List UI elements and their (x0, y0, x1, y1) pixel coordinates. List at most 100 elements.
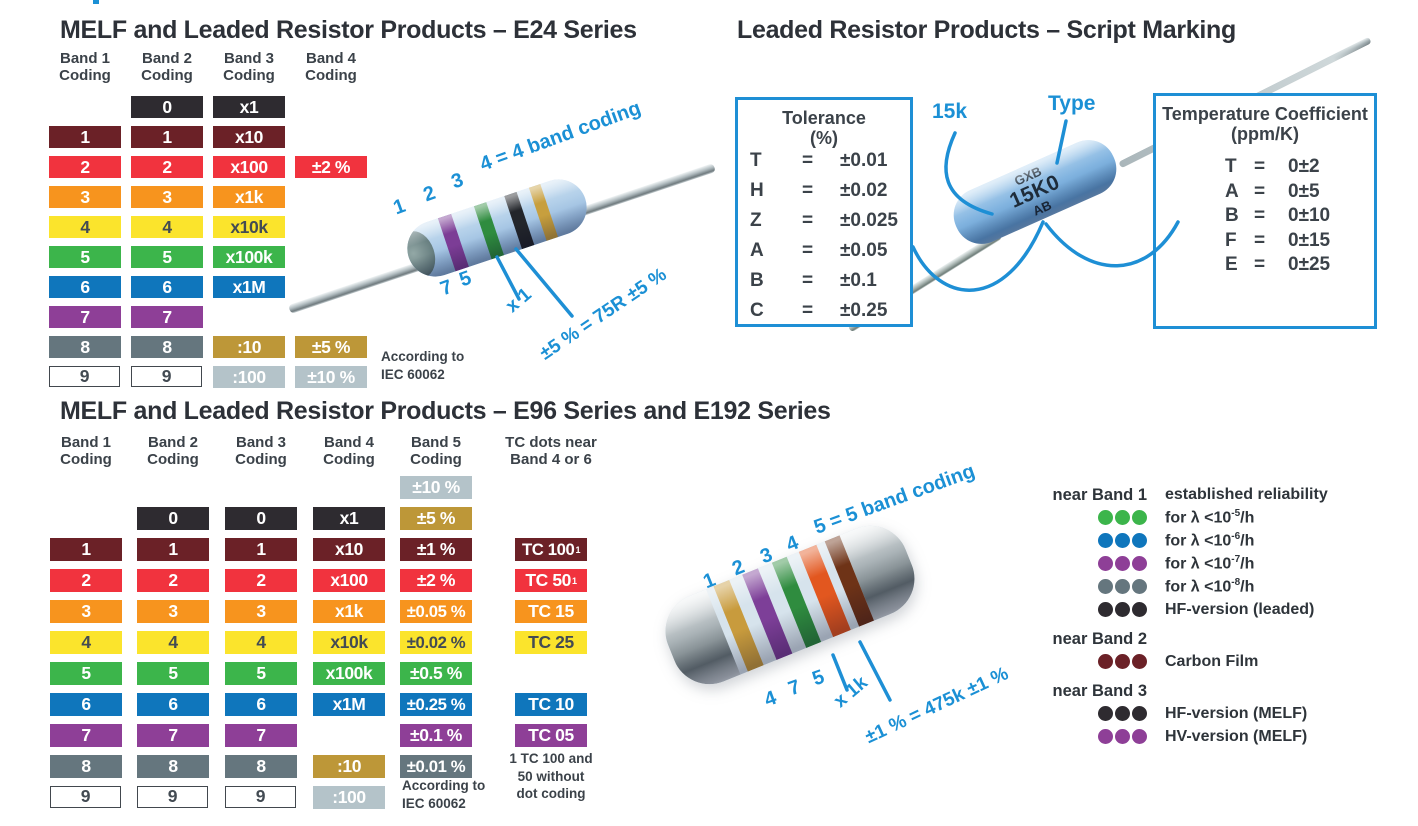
equals-sign: = (802, 240, 814, 261)
band-cell: 2 (137, 569, 209, 592)
band-cell: ±0.02 % (400, 631, 472, 654)
purple-dot (1132, 556, 1147, 571)
purple-dot (1098, 556, 1113, 571)
legend-item-label: for λ <10-6/h (1165, 530, 1255, 550)
band-cell: 1 (137, 538, 209, 561)
black-dot (1098, 706, 1113, 721)
code-letter: C (750, 300, 764, 321)
band-cell: 0 (131, 96, 203, 118)
blue-dot (1115, 533, 1130, 548)
brown-dot (1115, 654, 1130, 669)
e96-digit7-label: 7 (785, 675, 804, 701)
equals-sign: = (1254, 229, 1266, 251)
slate-dot (1132, 579, 1147, 594)
tempco-rows: T = 0±2 A = 0±5 B = 0±10 F = 0±15 E = 0±25 (1225, 156, 1330, 279)
band-cell: x100 (313, 569, 385, 592)
e24-iec-note: According to IEC 60062 (381, 349, 465, 382)
e96-section-title: MELF and Leaded Resistor Products – E96 … (60, 397, 831, 425)
band-cell: 8 (131, 336, 203, 358)
equals-sign: = (802, 270, 814, 291)
code-value: 0±15 (1288, 229, 1331, 251)
band-cell: 6 (49, 276, 121, 298)
band-cell: 3 (50, 600, 122, 623)
black-dot (1132, 602, 1147, 617)
code-row: A = ±0.05 (750, 240, 898, 270)
band-cell: ±5 % (400, 507, 472, 530)
band-cell: 7 (225, 724, 297, 747)
brown-dot (1132, 654, 1147, 669)
e96-result-label: ±1 % = 475k ±1 % (862, 663, 1012, 749)
band-cell: ±1 % (400, 538, 472, 561)
band-cell: ±0.1 % (400, 724, 472, 747)
column-header: Band 3 Coding (235, 434, 287, 469)
band-cell: 1 (131, 126, 203, 148)
band-cell: ±0.01 % (400, 755, 472, 778)
legend-item: HF-version (MELF) (1050, 702, 1410, 725)
tempco-box: Temperature Coefficient (ppm/K) T = 0±2 A = 0… (1153, 93, 1377, 329)
black-dot (1115, 706, 1130, 721)
code-value: 0±25 (1288, 254, 1331, 275)
band-cell: x10k (313, 631, 385, 654)
legend-item-label: for λ <10-7/h (1165, 553, 1255, 573)
code-letter: A (1225, 180, 1239, 202)
e24-section-title: MELF and Leaded Resistor Products – E24 … (60, 16, 637, 44)
tolerance-box-unit: (%) (810, 128, 838, 148)
code-row: C = ±0.25 (750, 300, 898, 330)
column-header: Band 4 Coding (323, 434, 375, 469)
band-cell: :10 (213, 336, 285, 358)
band-cell: x10 (313, 538, 385, 561)
e96-band2-number: 2 (729, 555, 748, 581)
band-cell: 1 (49, 126, 121, 148)
legend-item: HF-version (leaded) (1050, 598, 1410, 621)
band-cell: ±10 % (400, 476, 472, 499)
band-cell: 2 (131, 156, 203, 178)
e96-band4-number: 4 (783, 531, 802, 557)
legend-item: for λ <10-6/h (1050, 529, 1410, 552)
value-callout-label: 15k (932, 100, 968, 123)
code-letter: B (750, 270, 764, 291)
code-row: T = 0±2 (1225, 156, 1330, 181)
band-cell: 4 (225, 631, 297, 654)
band-cell: ±10 % (295, 366, 367, 388)
equals-sign: = (802, 180, 814, 201)
band-cell: 8 (50, 755, 122, 778)
band-cell: 1 (225, 538, 297, 561)
band-cell: 5 (225, 662, 297, 685)
code-letter: H (750, 180, 764, 201)
band-cell: TC 50 1 (515, 569, 587, 592)
legend-group-label: near Band 3 (1052, 681, 1147, 700)
e24-digit7-label: 7 (437, 275, 456, 301)
band-cell: ±0.5 % (400, 662, 472, 685)
e96-digit4-label: 4 (761, 686, 780, 712)
legend-item-label: HV-version (MELF) (1165, 727, 1308, 745)
equals-sign: = (802, 150, 814, 171)
brown-dot (1098, 654, 1113, 669)
tolerance-box: Tolerance (%) T = ±0.01 H = ±0.02 Z = ±0.025 A = ±0… (735, 97, 913, 327)
legend-item: HV-version (MELF) (1050, 725, 1410, 748)
slate-dot (1115, 579, 1130, 594)
code-row: F = 0±15 (1225, 230, 1330, 255)
band-cell: x1M (213, 276, 285, 298)
tolerance-box-title: Tolerance (782, 108, 866, 128)
band-cell: 2 (49, 156, 121, 178)
band-cell: 6 (225, 693, 297, 716)
e24-multiplier-label: x 1 (502, 284, 536, 318)
code-value: ±0.025 (840, 210, 898, 231)
column-header: Band 1 Coding (59, 50, 111, 85)
code-value: 0±10 (1288, 205, 1331, 226)
code-row: Z = ±0.025 (750, 210, 898, 240)
column-header: Band 2 Coding (147, 434, 199, 469)
cropped-blue-fragment (93, 0, 99, 4)
tempco-box-unit: (ppm/K) (1231, 124, 1299, 144)
equals-sign: = (1254, 156, 1266, 177)
tc-footnote: 1 TC 100 and 50 without dot coding (509, 751, 593, 802)
band-cell: 6 (131, 276, 203, 298)
black-dot (1132, 706, 1147, 721)
band-cell: x100k (313, 662, 385, 685)
code-row: H = ±0.02 (750, 180, 898, 210)
band-cell: 3 (225, 600, 297, 623)
green-dot (1098, 510, 1113, 525)
code-letter: E (1225, 254, 1238, 275)
band-cell: TC 15 (515, 600, 587, 623)
band-cell: x1k (313, 600, 385, 623)
